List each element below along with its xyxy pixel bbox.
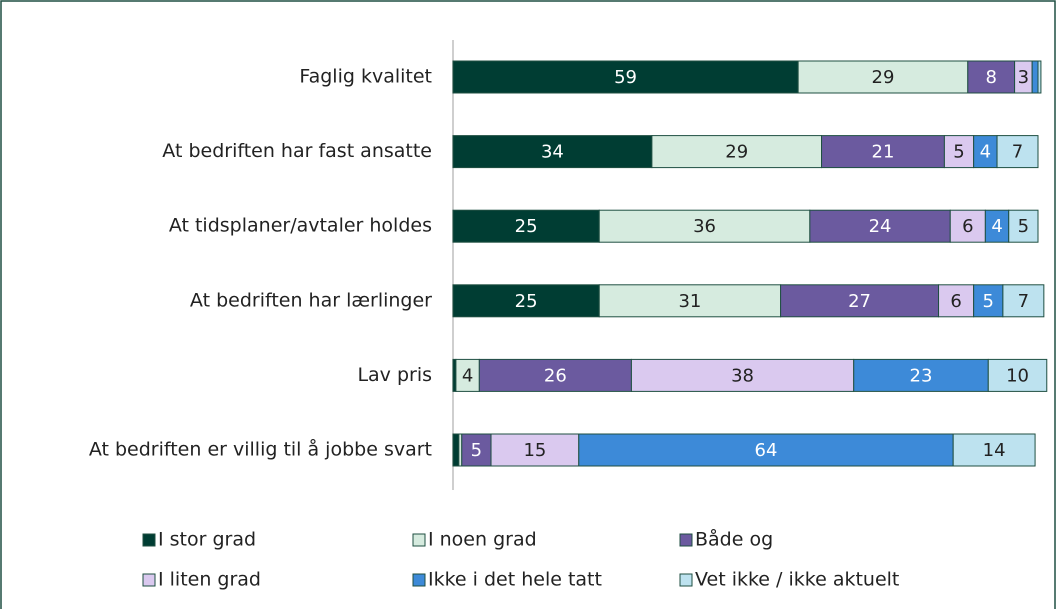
bar-segment <box>952 433 1036 467</box>
bar-segment <box>996 135 1039 169</box>
legend-swatch <box>679 533 693 547</box>
bar-segment <box>987 358 1048 392</box>
category-label: Faglig kvalitet <box>299 66 432 88</box>
value-label: 29 <box>872 67 895 88</box>
value-label: 7 <box>1018 291 1029 312</box>
bar-segment <box>1037 60 1042 94</box>
legend-label: Både og <box>695 528 773 551</box>
category-label: At bedriften er villig til å jobbe svart <box>89 438 432 461</box>
legend-label: I noen grad <box>428 529 537 551</box>
value-label: 27 <box>848 291 871 312</box>
bar-segment <box>490 433 580 467</box>
value-label: 25 <box>515 291 538 312</box>
value-label: 24 <box>869 216 892 237</box>
value-label: 4 <box>980 142 991 163</box>
bar-segment <box>1002 284 1045 318</box>
bar-segment <box>1008 209 1039 243</box>
bar-segment <box>651 135 823 169</box>
bar-segment <box>943 135 975 169</box>
bar-segment <box>938 284 975 318</box>
bar-segment <box>780 284 940 318</box>
bar-segment <box>452 209 600 243</box>
value-label: 36 <box>693 216 716 237</box>
bar-segment <box>452 433 460 467</box>
value-label: 38 <box>731 365 754 386</box>
legend-label: I stor grad <box>158 529 256 551</box>
bar-segment <box>797 60 969 94</box>
value-label: 64 <box>755 440 778 461</box>
value-label: 6 <box>950 291 961 312</box>
bar-segment <box>853 358 989 392</box>
bar-segment <box>630 358 855 392</box>
bar-segment <box>967 60 1016 94</box>
bar-segment <box>598 284 782 318</box>
legend-swatch <box>412 533 426 547</box>
legend-swatch <box>142 573 156 587</box>
bar-segment <box>1031 60 1039 94</box>
value-label: 5 <box>953 142 964 163</box>
value-label: 7 <box>1012 142 1023 163</box>
value-label: 14 <box>983 440 1006 461</box>
value-label: 8 <box>985 67 996 88</box>
value-label: 4 <box>462 365 473 386</box>
value-label: 26 <box>544 365 567 386</box>
category-label: At bedriften har fast ansatte <box>162 140 432 162</box>
legend-label: Ikke i det hele tatt <box>428 569 602 591</box>
legend-swatch <box>142 533 156 547</box>
legend-label: I liten grad <box>158 569 261 591</box>
value-label: 34 <box>541 142 564 163</box>
value-label: 3 <box>1018 67 1029 88</box>
bar-segment <box>478 358 632 392</box>
bar-segment <box>949 209 986 243</box>
category-label: At bedriften har lærlinger <box>190 289 432 311</box>
value-label: 25 <box>515 216 538 237</box>
category-label: Lav pris <box>357 364 432 386</box>
value-label: 6 <box>962 216 973 237</box>
value-label: 4 <box>991 216 1002 237</box>
bar-segment <box>973 284 1004 318</box>
value-label: 15 <box>523 440 546 461</box>
bar-segment <box>452 60 799 94</box>
value-label: 5 <box>471 440 482 461</box>
value-label: 31 <box>678 291 701 312</box>
bar-segment <box>452 284 600 318</box>
category-label: At tidsplaner/avtaler holdes <box>169 215 432 237</box>
bar-segment <box>809 209 951 243</box>
value-label: 23 <box>910 365 933 386</box>
value-label: 59 <box>614 67 637 88</box>
value-label: 10 <box>1006 365 1029 386</box>
legend-swatch <box>679 573 693 587</box>
value-label: 29 <box>725 142 748 163</box>
value-label: 5 <box>983 291 994 312</box>
value-label: 21 <box>872 142 895 163</box>
bar-segment <box>461 433 492 467</box>
value-label: 5 <box>1018 216 1029 237</box>
legend-label: Vet ikke / ikke aktuelt <box>695 569 899 591</box>
legend-swatch <box>412 573 426 587</box>
